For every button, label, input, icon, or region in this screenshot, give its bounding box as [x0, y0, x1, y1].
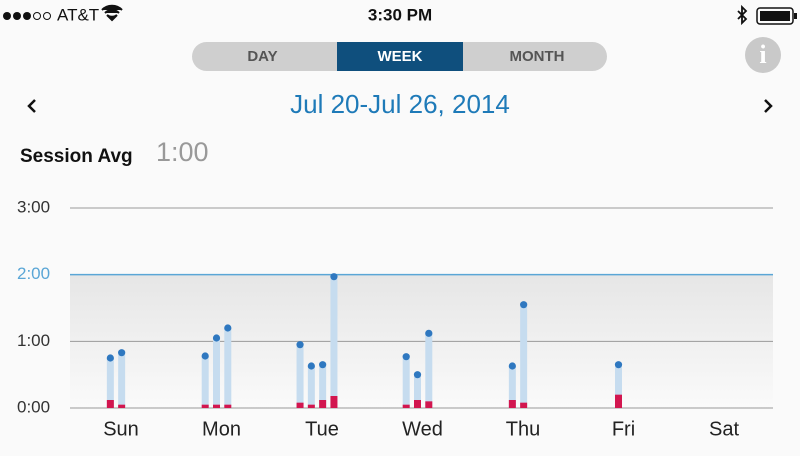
session-bar — [520, 304, 528, 408]
session-bar — [224, 328, 232, 408]
x-tick-label: Tue — [305, 418, 339, 440]
session-bar — [330, 276, 338, 408]
summary-value: 1:00 — [156, 137, 209, 167]
info-button[interactable] — [745, 37, 781, 73]
y-tick-label: 0:00 — [17, 397, 50, 416]
battery-icon — [756, 7, 797, 25]
x-tick-label: Sun — [103, 418, 139, 440]
session-sub-bar — [224, 404, 232, 408]
session-point — [330, 273, 338, 281]
y-tick-label: 2:00 — [17, 264, 50, 283]
session-sub-bar — [520, 402, 528, 408]
session-point — [614, 361, 623, 369]
x-tick-label: Thu — [506, 418, 540, 440]
tab-label[interactable]: MONTH — [510, 48, 565, 65]
session-sub-bar — [330, 396, 338, 408]
session-bar — [414, 374, 421, 408]
session-point — [508, 362, 516, 370]
session-bar — [296, 344, 304, 408]
session-sub-bar — [425, 401, 433, 408]
session-bar — [402, 356, 410, 408]
x-tick-label: Mon — [202, 418, 241, 440]
x-tick-label: Fri — [612, 418, 635, 440]
session-bar — [319, 364, 327, 408]
prev-arrow[interactable] — [27, 99, 36, 113]
session-point — [520, 301, 528, 309]
summary-label: Session Avg — [20, 146, 133, 167]
x-tick-label: Wed — [402, 418, 443, 440]
signal — [3, 12, 51, 20]
bluetooth-icon — [737, 4, 748, 26]
session-bar — [425, 333, 433, 408]
session-bar — [307, 366, 315, 408]
session-bar — [508, 366, 516, 408]
session-point — [201, 352, 209, 360]
session-bar — [213, 338, 220, 408]
tab-selected — [337, 42, 463, 71]
session-sub-bar — [213, 404, 220, 408]
x-tick-label: Sat — [709, 418, 739, 440]
session-sub-bar — [508, 400, 516, 408]
next-arrow[interactable] — [764, 99, 773, 113]
session-bar — [615, 364, 622, 408]
wifi-icon — [101, 4, 123, 22]
y-tick-label: 3:00 — [17, 197, 50, 216]
session-sub-bar — [402, 404, 410, 408]
carrier: AT&T — [57, 5, 99, 24]
session-point — [212, 334, 221, 342]
session-point — [224, 324, 232, 332]
period-title: Jul 20-Jul 26, 2014 — [290, 89, 510, 119]
tab-label[interactable]: DAY — [247, 48, 277, 65]
session-sub-bar — [118, 404, 126, 408]
session-bar — [106, 358, 114, 408]
session-sub-bar — [106, 400, 114, 408]
session-point — [118, 349, 126, 357]
session-sub-bar — [307, 404, 315, 408]
session-point — [296, 341, 304, 349]
session-bar — [201, 356, 209, 408]
session-point — [413, 371, 422, 379]
session-point — [402, 353, 410, 361]
session-sub-bar — [319, 400, 327, 408]
tab-label[interactable]: WEEK — [378, 48, 423, 65]
session-sub-bar — [414, 400, 421, 408]
session-sub-bar — [201, 404, 209, 408]
session-point — [106, 354, 114, 362]
session-point — [319, 361, 327, 369]
session-point — [307, 362, 315, 370]
info-icon: i — [759, 40, 766, 69]
session-bar — [118, 352, 126, 408]
session-sub-bar — [615, 394, 622, 408]
y-tick-label: 1:00 — [17, 331, 50, 350]
session-point — [425, 329, 433, 337]
session-sub-bar — [296, 402, 304, 408]
clock: 3:30 PM — [368, 5, 432, 24]
